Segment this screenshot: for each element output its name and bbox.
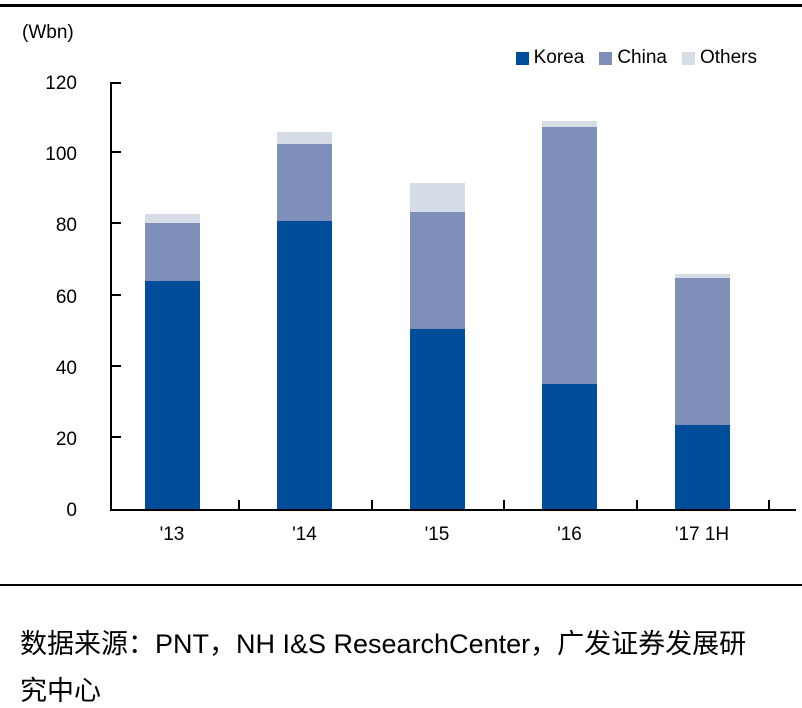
x-tick-label: '15: [424, 524, 450, 545]
source-line: 究中心: [20, 676, 101, 706]
bar-segment-korea: [277, 220, 332, 509]
x-axis-tick: [768, 500, 771, 509]
y-axis-tick: [112, 364, 121, 367]
divider-rule: [0, 584, 802, 586]
y-tick-label: 40: [55, 357, 77, 379]
x-tick-label: '16: [557, 524, 582, 545]
bar-segment-china: [144, 222, 200, 282]
y-tick-label: 120: [45, 73, 77, 94]
x-tick-label: '13: [159, 524, 185, 545]
legend: Korea China Others: [515, 47, 757, 69]
legend-swatch-icon: [515, 51, 529, 65]
bar-segment-china: [542, 126, 597, 385]
bar-segment-others: [409, 183, 465, 212]
x-axis-tick: [238, 500, 241, 509]
bar-segment-korea: [144, 281, 200, 509]
y-tick-label: 60: [55, 286, 77, 308]
x-tick-label: '14: [292, 524, 317, 545]
source-line: 数据来源：PNT，NH I&S ResearchCenter，广发证券发展研: [20, 629, 747, 659]
stacked-bar-15: [409, 183, 465, 509]
y-axis-tick: [112, 435, 121, 438]
legend-label: Others: [699, 47, 757, 68]
bar-segment-china: [277, 144, 332, 221]
plot-area: [110, 82, 796, 511]
bar-segment-korea: [674, 425, 730, 509]
bar-segment-korea: [409, 329, 465, 509]
y-tick-label: 0: [66, 500, 77, 521]
legend-item-china: China: [599, 47, 667, 69]
bar-segment-korea: [542, 384, 597, 509]
bar-segment-others: [144, 213, 200, 223]
y-axis-unit-label: (Wbn): [22, 22, 74, 43]
y-tick-label: 20: [55, 428, 77, 450]
legend-item-others: Others: [681, 47, 757, 69]
bar-segment-others: [277, 131, 332, 145]
legend-item-korea: Korea: [515, 47, 585, 69]
legend-label: Korea: [533, 47, 585, 68]
y-axis-tick: [112, 293, 121, 296]
x-tick-label: '17 1H: [674, 524, 730, 545]
y-axis-tick: [112, 82, 121, 84]
bar-segment-china: [674, 277, 730, 426]
x-axis-tick: [370, 500, 373, 509]
bar-segment-china: [409, 211, 465, 330]
y-axis-tick: [112, 222, 121, 225]
legend-swatch-icon: [599, 51, 613, 65]
stacked-bar-13: [144, 213, 200, 509]
top-border-rule: [0, 4, 802, 7]
bar-segment-others: [674, 274, 730, 278]
bar-segment-others: [542, 121, 597, 127]
legend-swatch-icon: [681, 51, 695, 65]
stacked-bar-171H: [674, 274, 730, 509]
y-tick-label: 100: [45, 144, 77, 166]
stacked-bar-16: [542, 121, 597, 509]
x-axis-tick: [635, 500, 638, 509]
y-tick-label: 80: [55, 215, 77, 237]
stacked-bar-14: [277, 131, 332, 509]
x-axis-tick: [503, 500, 506, 509]
source-attribution: 数据来源：PNT，NH I&S ResearchCenter，广发证券发展研 究…: [20, 621, 790, 708]
y-axis-tick: [112, 151, 121, 154]
legend-label: China: [617, 47, 667, 68]
